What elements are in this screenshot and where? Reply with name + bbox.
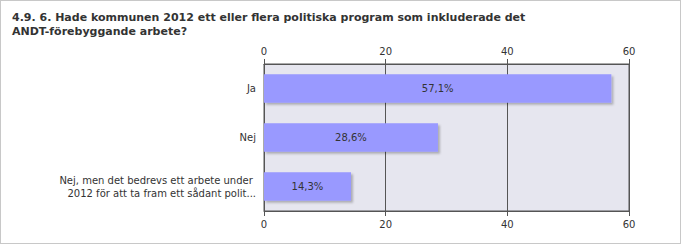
svg-text:Nej, men det bedrevs ett arbet: Nej, men det bedrevs ett arbete under xyxy=(59,175,256,186)
svg-text:28,6%: 28,6% xyxy=(335,132,367,143)
svg-text:2012 för att ta fram ett sådan: 2012 för att ta fram ett sådant polit... xyxy=(67,187,256,199)
svg-text:0: 0 xyxy=(261,219,267,230)
svg-text:ANDT-förebyggande arbete?: ANDT-förebyggande arbete? xyxy=(12,25,187,38)
svg-text:60: 60 xyxy=(623,46,636,57)
svg-text:60: 60 xyxy=(623,219,636,230)
svg-text:40: 40 xyxy=(501,219,514,230)
svg-text:Nej: Nej xyxy=(240,132,256,143)
svg-text:40: 40 xyxy=(501,46,514,57)
svg-text:Ja: Ja xyxy=(246,83,256,94)
svg-text:20: 20 xyxy=(379,46,392,57)
svg-text:4.9. 6. Hade kommunen 2012 ett: 4.9. 6. Hade kommunen 2012 ett eller fle… xyxy=(12,11,529,24)
svg-text:57,1%: 57,1% xyxy=(422,83,454,94)
svg-text:14,3%: 14,3% xyxy=(292,181,324,192)
svg-text:20: 20 xyxy=(379,219,392,230)
svg-text:0: 0 xyxy=(261,46,267,57)
